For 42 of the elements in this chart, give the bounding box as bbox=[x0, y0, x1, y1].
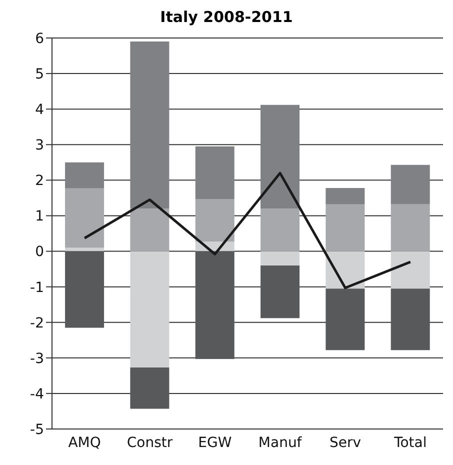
bar bbox=[65, 248, 104, 252]
x-tick-label: AMQ bbox=[68, 434, 101, 451]
y-tick-label: 4 bbox=[35, 102, 44, 118]
y-tick-label: 3 bbox=[35, 138, 44, 154]
bar bbox=[130, 251, 170, 368]
bar bbox=[390, 251, 430, 289]
x-tick-label: Serv bbox=[329, 434, 362, 451]
bar bbox=[260, 265, 300, 318]
bar bbox=[65, 162, 104, 188]
y-tick-label: -1 bbox=[30, 280, 44, 296]
y-tick-label: -5 bbox=[30, 422, 44, 438]
x-tick-label: Manuf bbox=[258, 434, 303, 451]
y-tick-label: 0 bbox=[35, 244, 44, 260]
x-tick-label: Total bbox=[393, 434, 427, 451]
bar bbox=[390, 288, 430, 350]
bar bbox=[326, 204, 365, 252]
bar bbox=[195, 251, 234, 359]
bar bbox=[260, 251, 300, 266]
bar bbox=[195, 146, 234, 200]
bar bbox=[390, 164, 430, 204]
y-tick-label: 2 bbox=[35, 173, 44, 190]
bar bbox=[130, 42, 170, 209]
line-series bbox=[83, 172, 412, 290]
y-tick-label: -4 bbox=[30, 386, 44, 402]
bar bbox=[65, 188, 104, 248]
bar bbox=[326, 288, 365, 350]
x-tick-label: EGW bbox=[198, 434, 232, 451]
x-tick-label: Constr bbox=[126, 434, 173, 451]
y-tick-label: -2 bbox=[30, 315, 44, 332]
bar bbox=[130, 208, 170, 252]
y-tick-label: 1 bbox=[35, 208, 44, 225]
y-tick-label: -3 bbox=[30, 350, 44, 367]
bar bbox=[260, 104, 300, 209]
bar bbox=[65, 251, 104, 328]
y-tick-label: 6 bbox=[35, 30, 44, 47]
bar bbox=[130, 368, 170, 409]
chart-title: Italy 2008-2011 bbox=[159, 8, 294, 28]
bar bbox=[326, 188, 365, 204]
y-tick-label: 5 bbox=[35, 66, 44, 83]
bar bbox=[195, 199, 234, 242]
bar bbox=[390, 204, 430, 252]
bar bbox=[260, 208, 300, 252]
